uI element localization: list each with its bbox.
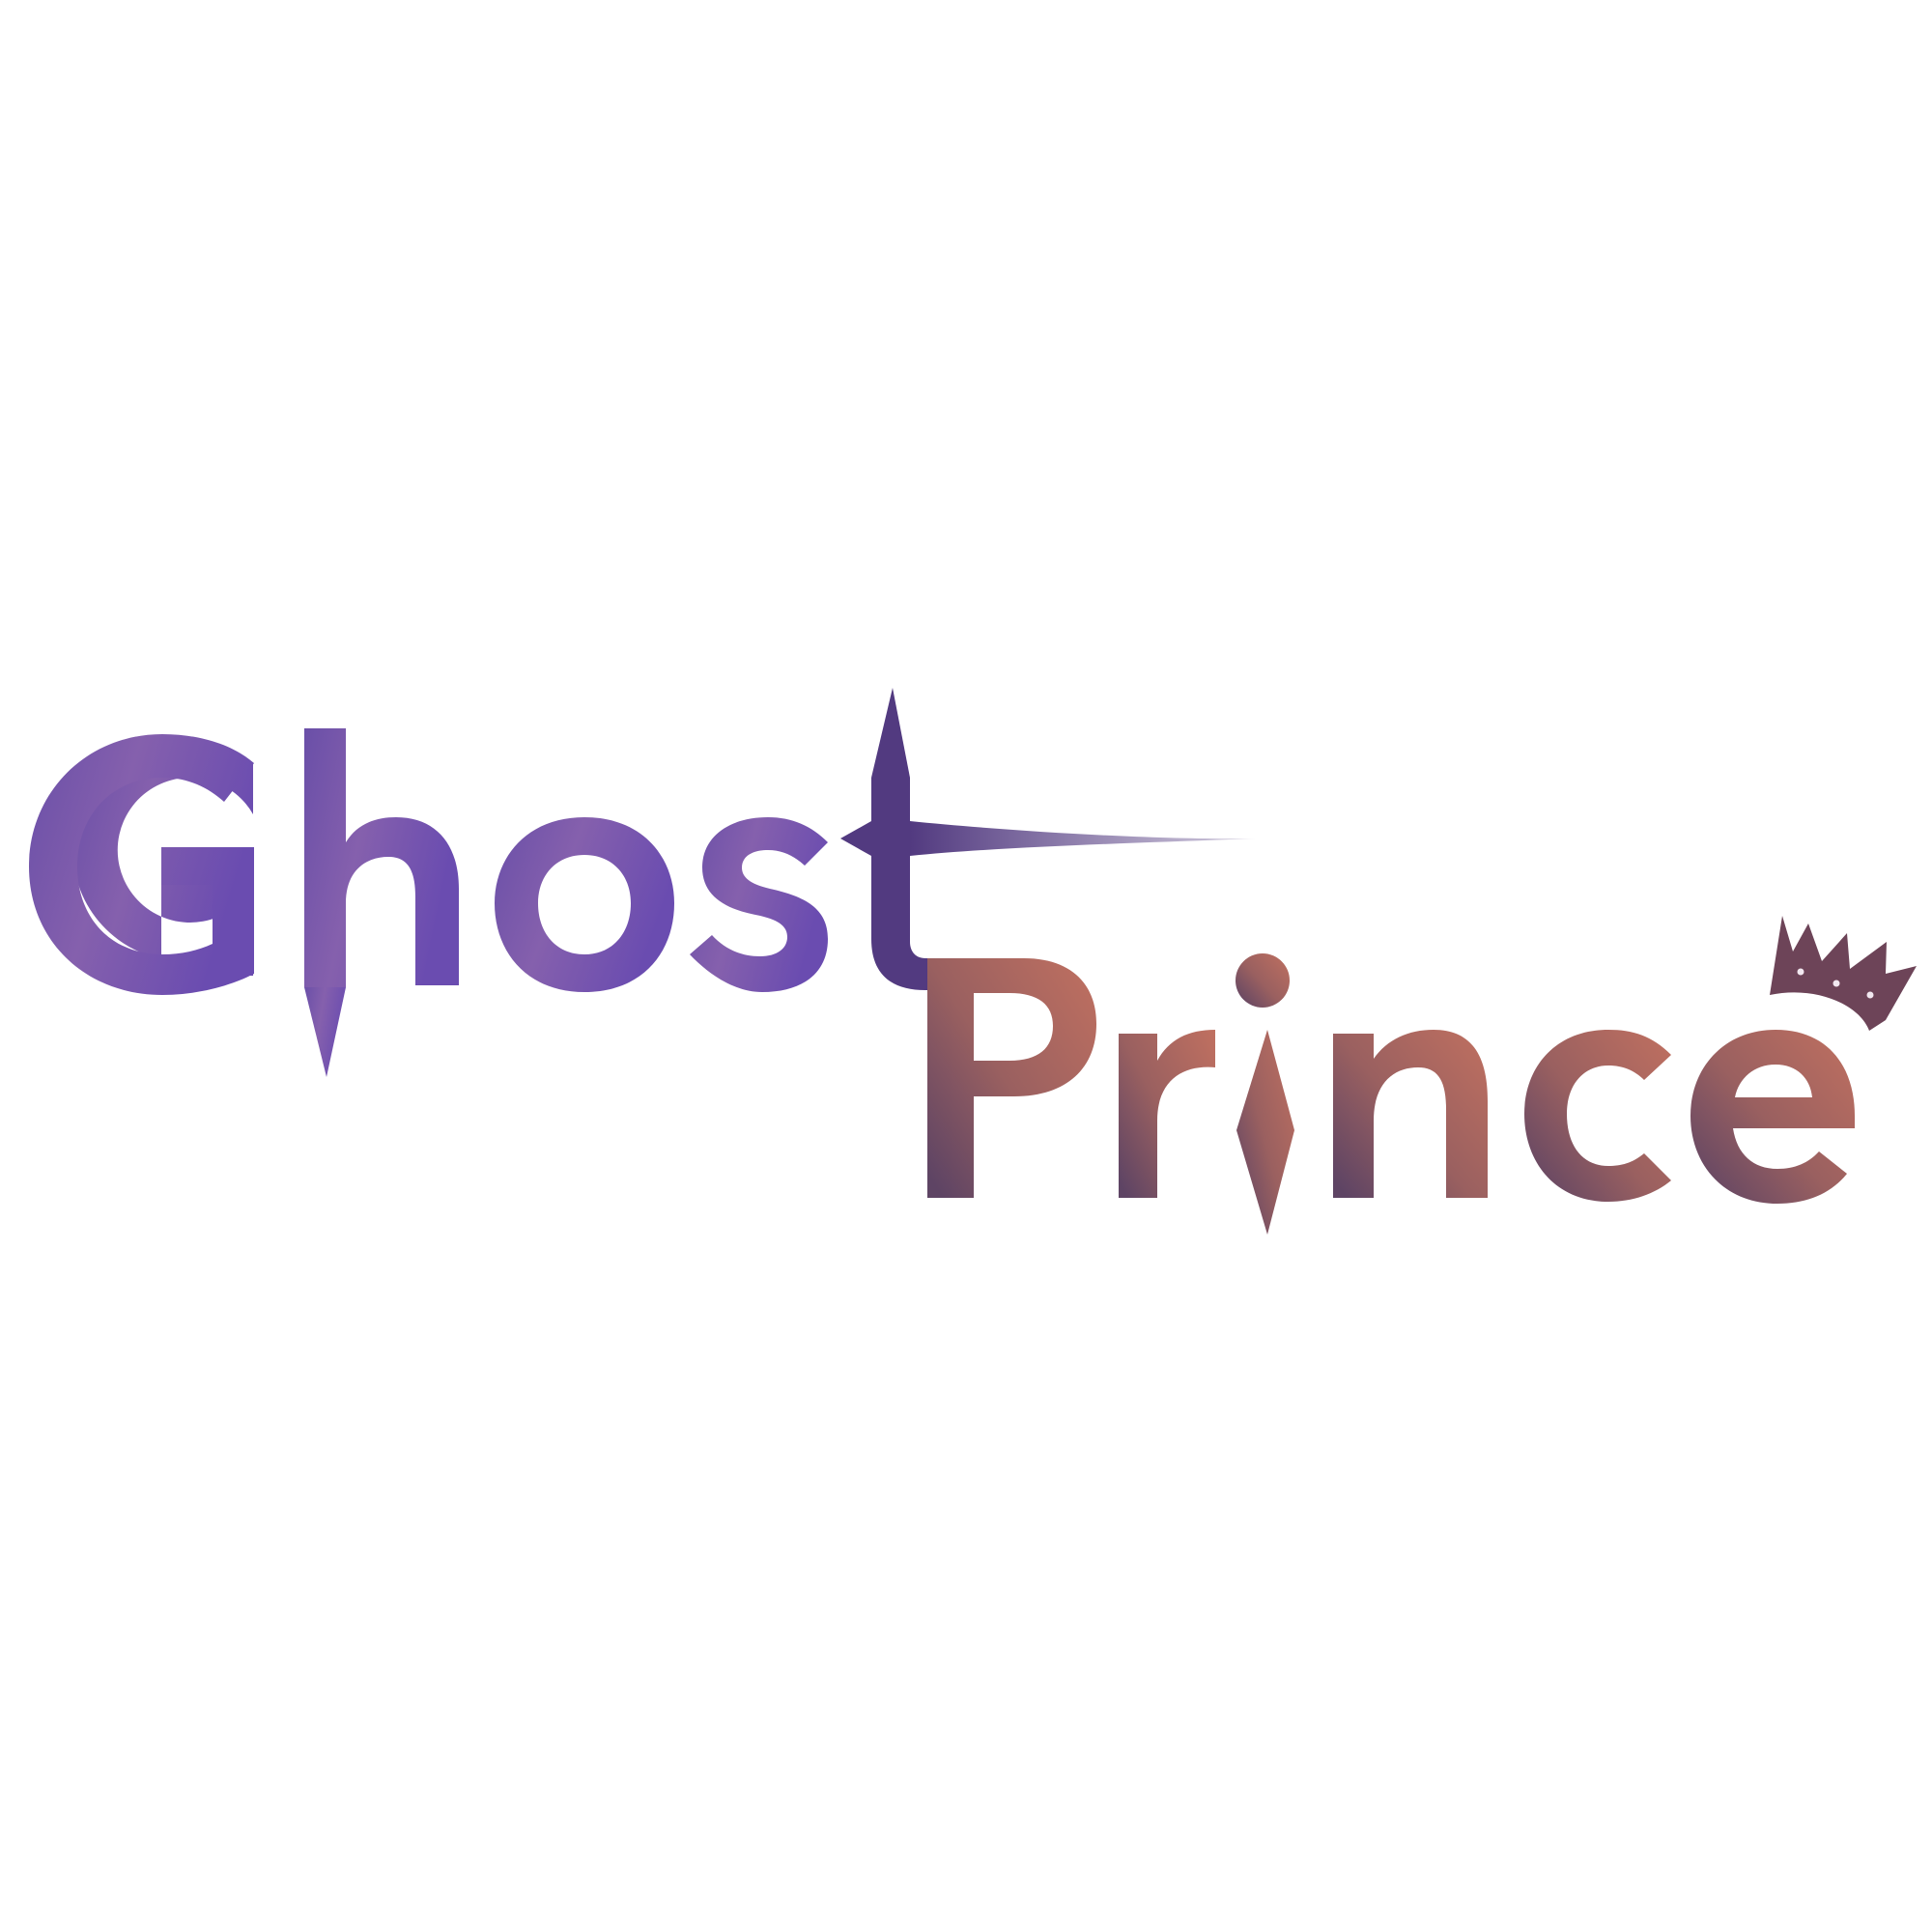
crown-jewel [1833, 980, 1840, 987]
letter-g-body [29, 734, 254, 995]
ghost-wordmark [29, 728, 828, 1077]
letter-i-dot [1236, 953, 1290, 1008]
t-crossbar-left [840, 821, 871, 856]
spike-icon [304, 987, 346, 1077]
letter-t-group [840, 688, 1256, 990]
prince-wordmark [927, 953, 1855, 1235]
letter-h [304, 728, 459, 987]
letter-c [1524, 1030, 1671, 1202]
letter-s [690, 817, 828, 992]
letter-o [495, 817, 674, 992]
letter-n [1333, 1030, 1488, 1198]
letter-t-stem [871, 778, 974, 990]
letter-e [1690, 1030, 1855, 1204]
crown-jewel [1797, 968, 1804, 976]
crown-icon [1770, 916, 1917, 1031]
crown-body [1770, 916, 1917, 1031]
letter-p [927, 958, 1096, 1198]
crown-jewel [1866, 991, 1874, 999]
t-crossbar-swoosh [910, 821, 1256, 856]
t-top-spike [871, 688, 910, 778]
letter-r [1119, 1030, 1215, 1198]
diamond-icon [1236, 1030, 1294, 1235]
